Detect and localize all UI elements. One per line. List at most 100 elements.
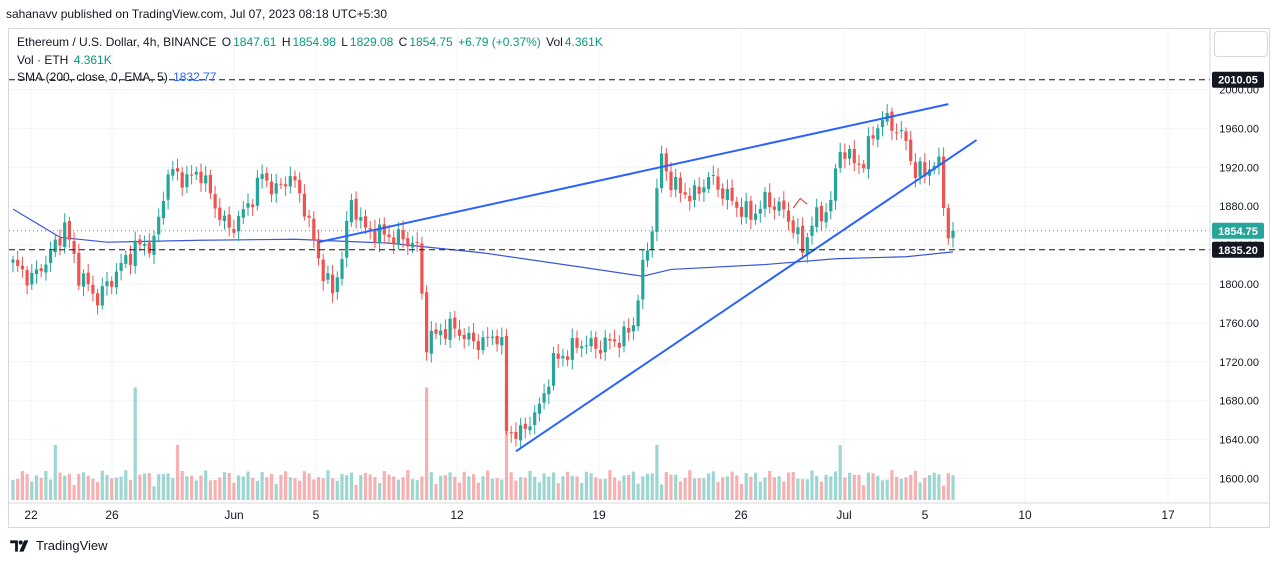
- y-tick-label: 1800.00: [1219, 279, 1259, 291]
- volume-bar: [359, 474, 363, 500]
- candle-body: [937, 156, 941, 166]
- price-tag: [1212, 71, 1264, 88]
- x-tick-label: Jul: [836, 508, 851, 522]
- candle-body: [396, 229, 400, 244]
- candle-body: [110, 281, 114, 287]
- candle-body: [913, 162, 917, 178]
- volume-bar: [627, 474, 631, 500]
- volume-bar: [885, 479, 889, 500]
- volume-bar: [185, 476, 189, 500]
- volume-bar: [232, 482, 236, 500]
- candle-body: [237, 216, 241, 232]
- volume-bar: [918, 482, 922, 500]
- candle-body: [899, 130, 903, 132]
- price-tag: [1212, 222, 1264, 239]
- volume-bar: [387, 474, 391, 500]
- candle-body: [77, 252, 81, 286]
- candle-body: [782, 200, 786, 210]
- vol-eth-label[interactable]: Vol · ETH: [17, 53, 69, 67]
- candle-body: [598, 349, 603, 354]
- volume-bar: [688, 470, 692, 500]
- candle-body: [410, 243, 415, 248]
- volume-bar: [575, 476, 579, 500]
- volume-bar: [744, 473, 748, 500]
- volume-bar: [67, 473, 71, 500]
- candle-body: [678, 177, 682, 194]
- price-tag: [1212, 241, 1264, 258]
- volume-bar: [730, 471, 734, 500]
- candle-body: [439, 330, 443, 336]
- volume-bar: [763, 477, 767, 500]
- candle-body: [523, 423, 527, 429]
- chart-options-box[interactable]: [1214, 31, 1268, 57]
- close-value: 1854.75: [409, 35, 453, 49]
- sma-legend: SMA (200, close, 0, EMA, 5) 1832.77: [17, 70, 218, 84]
- volume-bar: [378, 483, 382, 500]
- volume-bar: [20, 471, 24, 500]
- volume-bar: [284, 471, 288, 500]
- volume-bar: [890, 470, 894, 500]
- candle-body: [255, 177, 259, 206]
- candle-body: [890, 111, 894, 131]
- volume-bar: [147, 472, 151, 500]
- x-tick-label: 10: [1018, 508, 1032, 522]
- candle-body: [805, 237, 809, 255]
- candle-body: [683, 192, 687, 195]
- volume-bar: [613, 477, 617, 500]
- volume-bar: [660, 484, 664, 500]
- volume-bar: [636, 483, 640, 500]
- volume-bar: [777, 476, 781, 500]
- volume-bar: [96, 481, 100, 500]
- y-tick-label: 1640.00: [1219, 435, 1259, 447]
- volume-bar: [556, 483, 560, 500]
- candle-body: [763, 191, 767, 209]
- candle-body: [547, 386, 551, 395]
- volume-bar: [942, 485, 946, 500]
- volume-bar: [298, 480, 302, 500]
- volume-bar: [312, 479, 316, 500]
- volume-bar: [833, 471, 838, 500]
- candle-body: [838, 151, 842, 168]
- volume-bar: [509, 472, 513, 500]
- candle-body: [655, 188, 659, 232]
- symbol-title[interactable]: Ethereum / U.S. Dollar, 4h, BINANCE: [17, 35, 217, 49]
- footer: TradingView: [10, 538, 108, 553]
- candle-body: [504, 335, 509, 431]
- candle-body: [711, 174, 715, 176]
- candle-body: [857, 163, 861, 165]
- volume-bar: [937, 474, 941, 500]
- volume-bar: [274, 483, 278, 500]
- volume-bar: [462, 471, 466, 500]
- candle-body: [119, 262, 123, 271]
- volume-bar: [175, 445, 180, 500]
- x-tick-label: 26: [105, 508, 119, 522]
- candle-body: [284, 184, 288, 187]
- candle-body: [354, 198, 358, 220]
- candle-body: [72, 241, 76, 254]
- candle-body: [777, 201, 781, 211]
- volume-bar: [429, 472, 433, 500]
- volume-bar: [180, 470, 184, 500]
- volume-bar: [439, 475, 443, 500]
- candle-body: [951, 230, 955, 238]
- volume-bar: [678, 481, 682, 500]
- volume-bar: [326, 470, 330, 500]
- candle-body: [613, 339, 617, 342]
- volume-bar: [114, 477, 118, 500]
- volume-bar: [349, 472, 353, 500]
- candle-body: [345, 220, 349, 258]
- candle-body: [815, 207, 819, 228]
- candle-body: [749, 200, 753, 220]
- volume-bar: [213, 479, 217, 500]
- volume-bar: [716, 481, 720, 500]
- sma-label[interactable]: SMA (200, close, 0, EMA, 5): [17, 70, 168, 84]
- volume-bar: [829, 476, 833, 500]
- candle-body: [519, 425, 523, 441]
- candle-body: [199, 171, 203, 183]
- tradingview-brand[interactable]: TradingView: [36, 538, 108, 553]
- trend-line: [318, 103, 949, 244]
- volume-bar: [443, 475, 447, 500]
- volume-bar: [641, 476, 645, 500]
- trend-line: [515, 139, 978, 453]
